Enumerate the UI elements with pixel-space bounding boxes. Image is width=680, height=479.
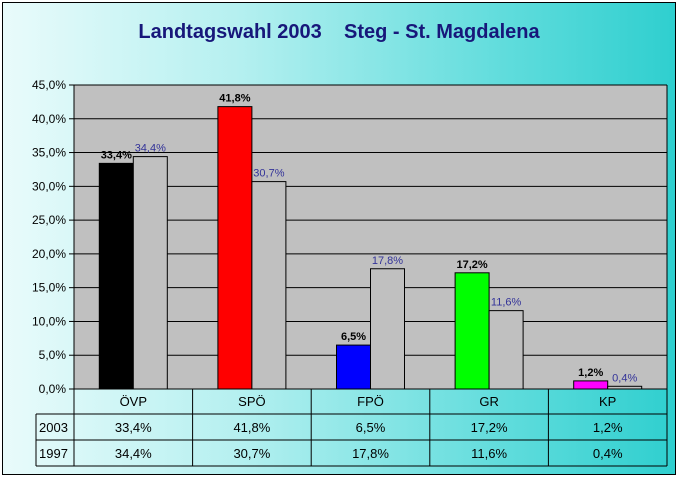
x-category-label: GR	[479, 394, 499, 409]
chart-title: Landtagswahl 2003 Steg - St. Magdalena	[138, 21, 540, 43]
bar-2003	[336, 344, 371, 390]
table-cell: 17,2%	[471, 420, 508, 435]
table-cell: 34,4%	[115, 446, 152, 461]
y-tick-label: 15,0%	[32, 281, 66, 295]
data-label-2003: 41,8%	[219, 93, 250, 105]
y-tick-label: 20,0%	[32, 247, 66, 261]
bar-1997	[370, 268, 405, 390]
y-tick-label: 10,0%	[32, 314, 66, 328]
y-tick-label: 25,0%	[32, 213, 66, 227]
y-tick-label: 35,0%	[32, 146, 66, 160]
x-category-label: KP	[599, 394, 616, 409]
table-row-header: 2003	[39, 420, 68, 435]
table-cell: 17,8%	[352, 446, 389, 461]
y-tick-label: 30,0%	[32, 179, 66, 193]
bar-chart: 0,0% 5,0% 10,0% 15,0% 20,0% 25,0% 30,0% 35,0% 40…	[32, 78, 668, 467]
data-label-1997: 17,8%	[372, 255, 403, 267]
data-label-1997: 34,4%	[135, 143, 166, 155]
x-category-label: FPÖ	[357, 394, 384, 409]
x-category-label: ÖVP	[120, 394, 147, 409]
table-cell: 41,8%	[233, 420, 270, 435]
bar-1997	[132, 156, 168, 390]
table-cell: 33,4%	[115, 420, 152, 435]
data-label-1997: 11,6%	[491, 297, 522, 309]
table-cell: 0,4%	[593, 446, 623, 461]
bar-1997	[488, 310, 524, 390]
data-label-2003: 17,2%	[456, 259, 487, 271]
y-tick-label: 40,0%	[32, 112, 66, 126]
bar-2003	[454, 272, 490, 390]
data-label-2003: 6,5%	[341, 331, 366, 343]
bar-2003	[98, 162, 134, 390]
x-category-label: SPÖ	[238, 394, 265, 409]
bar-2003	[217, 106, 253, 390]
data-label-1997: 0,4%	[612, 372, 637, 384]
table-cell: 30,7%	[233, 446, 270, 461]
y-tick-label: 45,0%	[32, 78, 66, 92]
y-tick-label: 0,0%	[39, 382, 67, 396]
table-cell: 1,2%	[593, 420, 623, 435]
y-tick-label: 5,0%	[39, 348, 67, 362]
table-row-header: 1997	[39, 446, 68, 461]
data-label-2003: 1,2%	[578, 367, 603, 379]
chart-frame: Landtagswahl 2003 Steg - St. Magdalena 0…	[2, 2, 676, 475]
table-cell: 6,5%	[356, 420, 386, 435]
data-label-1997: 30,7%	[253, 168, 284, 180]
data-label-2003: 33,4%	[101, 149, 132, 161]
table-cell: 11,6%	[471, 446, 507, 461]
bar-2003	[573, 380, 609, 390]
bar-1997	[251, 181, 287, 390]
